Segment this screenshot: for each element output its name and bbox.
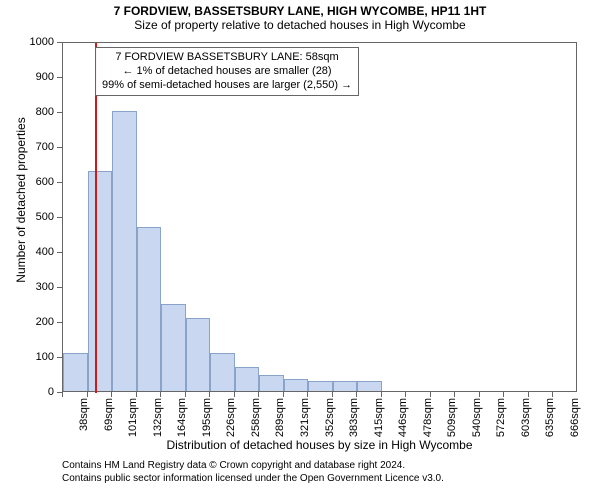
x-tick-mark: [528, 392, 529, 397]
y-tick-label: 600: [0, 176, 54, 188]
x-tick-label: 195sqm: [201, 398, 213, 437]
x-tick-label: 258sqm: [250, 398, 262, 437]
histogram-bar: [88, 171, 113, 392]
y-tick-mark: [57, 42, 62, 43]
chart-container: 7 FORDVIEW, BASSETSBURY LANE, HIGH WYCOM…: [0, 0, 600, 500]
y-tick-label: 400: [0, 246, 54, 258]
y-tick-label: 100: [0, 351, 54, 363]
y-tick-label: 200: [0, 316, 54, 328]
x-tick-mark: [185, 392, 186, 397]
y-tick-mark: [57, 357, 62, 358]
y-tick-mark: [57, 182, 62, 183]
y-tick-mark: [57, 77, 62, 78]
y-tick-label: 300: [0, 281, 54, 293]
x-tick-label: 164sqm: [176, 398, 188, 437]
x-tick-mark: [454, 392, 455, 397]
x-tick-mark: [234, 392, 235, 397]
histogram-bar: [112, 111, 137, 391]
histogram-bar: [357, 381, 382, 392]
x-tick-mark: [405, 392, 406, 397]
histogram-bar: [186, 318, 211, 392]
histogram-bar: [333, 381, 358, 392]
footer-line-1: Contains HM Land Registry data © Crown c…: [62, 460, 444, 473]
x-tick-label: 415sqm: [373, 398, 385, 437]
x-tick-label: 38sqm: [78, 398, 90, 431]
y-tick-label: 800: [0, 106, 54, 118]
x-tick-label: 226sqm: [225, 398, 237, 437]
x-tick-mark: [136, 392, 137, 397]
x-tick-mark: [160, 392, 161, 397]
histogram-bar: [210, 353, 235, 392]
histogram-bar: [235, 367, 260, 392]
annotation-line: 99% of semi-detached houses are larger (…: [102, 79, 352, 93]
x-tick-mark: [87, 392, 88, 397]
x-tick-label: 603sqm: [520, 398, 532, 437]
x-tick-mark: [356, 392, 357, 397]
histogram-bar: [161, 304, 186, 392]
x-tick-label: 289sqm: [274, 398, 286, 437]
x-tick-mark: [332, 392, 333, 397]
x-tick-label: 352sqm: [324, 398, 336, 437]
x-tick-mark: [479, 392, 480, 397]
footer-line-2: Contains public sector information licen…: [62, 473, 444, 486]
x-tick-label: 321sqm: [299, 398, 311, 437]
title-main: 7 FORDVIEW, BASSETSBURY LANE, HIGH WYCOM…: [114, 4, 487, 18]
chart-subtitle: Size of property relative to detached ho…: [0, 18, 600, 32]
x-tick-mark: [381, 392, 382, 397]
y-tick-mark: [57, 112, 62, 113]
annotation-box: 7 FORDVIEW BASSETSBURY LANE: 58sqm← 1% o…: [95, 47, 359, 96]
x-tick-label: 69sqm: [103, 398, 115, 431]
x-tick-mark: [503, 392, 504, 397]
x-tick-label: 666sqm: [569, 398, 581, 437]
y-tick-label: 700: [0, 141, 54, 153]
y-tick-mark: [57, 147, 62, 148]
x-tick-mark: [258, 392, 259, 397]
histogram-bar: [137, 227, 162, 392]
x-tick-mark: [62, 392, 63, 397]
x-tick-label: 635sqm: [544, 398, 556, 437]
histogram-bar: [284, 379, 309, 391]
y-tick-mark: [57, 252, 62, 253]
y-axis-label: Number of detached properties: [14, 50, 28, 350]
x-tick-mark: [307, 392, 308, 397]
x-tick-label: 478sqm: [422, 398, 434, 437]
x-tick-mark: [283, 392, 284, 397]
chart-title: 7 FORDVIEW, BASSETSBURY LANE, HIGH WYCOM…: [0, 0, 600, 18]
x-tick-label: 572sqm: [495, 398, 507, 437]
x-tick-label: 446sqm: [397, 398, 409, 437]
y-tick-label: 0: [0, 386, 54, 398]
y-tick-label: 500: [0, 211, 54, 223]
x-tick-label: 540sqm: [471, 398, 483, 437]
y-tick-label: 1000: [0, 36, 54, 48]
x-axis-label: Distribution of detached houses by size …: [62, 438, 577, 452]
histogram-bar: [259, 375, 284, 391]
x-tick-label: 101sqm: [127, 398, 139, 437]
x-tick-label: 383sqm: [348, 398, 360, 437]
annotation-line: 7 FORDVIEW BASSETSBURY LANE: 58sqm: [102, 51, 352, 65]
title-sub: Size of property relative to detached ho…: [134, 18, 465, 32]
x-tick-label: 509sqm: [446, 398, 458, 437]
x-tick-mark: [209, 392, 210, 397]
x-tick-label: 132sqm: [152, 398, 164, 437]
y-tick-mark: [57, 287, 62, 288]
annotation-line: ← 1% of detached houses are smaller (28): [102, 65, 352, 79]
histogram-bar: [308, 381, 333, 392]
y-tick-mark: [57, 217, 62, 218]
y-tick-label: 900: [0, 71, 54, 83]
footer-attribution: Contains HM Land Registry data © Crown c…: [62, 460, 444, 485]
x-tick-mark: [111, 392, 112, 397]
histogram-bar: [63, 353, 88, 392]
x-tick-mark: [552, 392, 553, 397]
y-tick-mark: [57, 322, 62, 323]
x-tick-mark: [430, 392, 431, 397]
